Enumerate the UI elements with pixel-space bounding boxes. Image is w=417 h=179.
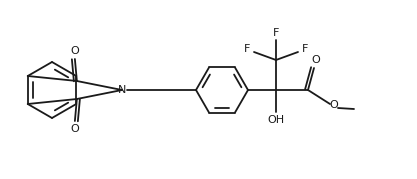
Text: OH: OH [267, 115, 284, 125]
Text: N: N [118, 85, 126, 95]
Text: F: F [244, 44, 250, 54]
Text: O: O [311, 55, 320, 65]
Text: O: O [70, 46, 79, 56]
Text: F: F [273, 28, 279, 38]
Text: O: O [70, 124, 79, 134]
Text: F: F [302, 44, 308, 54]
Text: O: O [329, 100, 338, 110]
